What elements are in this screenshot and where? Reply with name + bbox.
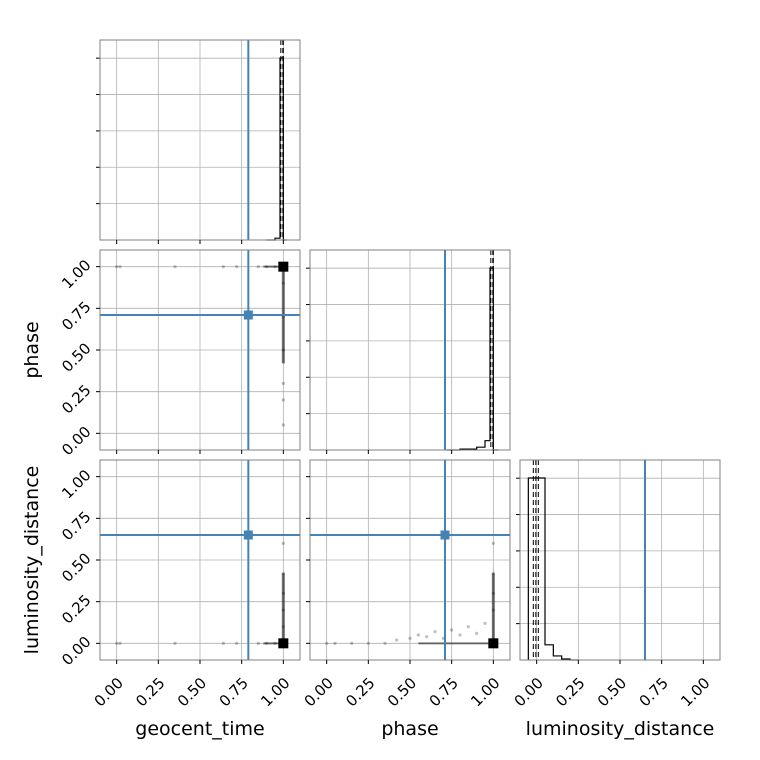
sample-point bbox=[366, 641, 370, 645]
sample-point bbox=[466, 625, 470, 629]
sample-point bbox=[281, 541, 285, 545]
x-tick-label: 0.25 bbox=[132, 674, 168, 710]
panel-phase-phase bbox=[306, 249, 511, 454]
sample-point bbox=[281, 381, 285, 385]
y-axis-title-phase: phase bbox=[21, 321, 43, 378]
x-tick-label: 0.25 bbox=[552, 674, 588, 710]
sample-point bbox=[350, 641, 354, 645]
sample-point bbox=[173, 641, 177, 645]
sample-point bbox=[475, 631, 479, 635]
panel-luminosity_distance-phase: 0.00 0.25 0.50 0.75 1.00 bbox=[301, 459, 511, 710]
panel-geocent_time-geocent_time bbox=[96, 39, 301, 244]
x-tick-label: 0.75 bbox=[216, 674, 252, 710]
y-tick-label: 0.25 bbox=[58, 591, 94, 627]
x-tick-label: 0.75 bbox=[636, 674, 672, 710]
posterior-peak-marker bbox=[278, 638, 289, 649]
truth-marker bbox=[243, 310, 253, 320]
sample-point bbox=[333, 641, 337, 645]
sample-point bbox=[383, 641, 387, 645]
sample-point bbox=[115, 641, 119, 645]
sample-point bbox=[281, 423, 285, 427]
x-axis-title-geocent-time: geocent_time bbox=[135, 718, 264, 740]
y-tick-label: 0.75 bbox=[58, 298, 94, 334]
sample-point bbox=[433, 630, 437, 634]
y-tick-label: 1.00 bbox=[58, 256, 94, 292]
sample-point bbox=[235, 265, 239, 269]
x-tick-label: 0.75 bbox=[426, 674, 462, 710]
sample-point bbox=[325, 641, 329, 645]
y-tick-label: 0.50 bbox=[58, 339, 94, 375]
x-tick-label: 0.00 bbox=[511, 674, 547, 710]
sample-point bbox=[221, 641, 225, 645]
sample-point bbox=[483, 621, 487, 625]
x-axis-title-luminosity-distance: luminosity_distance bbox=[526, 718, 715, 740]
panel-luminosity_distance-luminosity_distance: 0.00 0.25 0.50 0.75 1.00 bbox=[511, 459, 721, 710]
y-tick-label: 0.25 bbox=[58, 381, 94, 417]
posterior-peak-marker bbox=[278, 261, 289, 272]
y-axis-title-luminosity-distance: luminosity_distance bbox=[21, 466, 43, 655]
x-tick-label: 0.00 bbox=[301, 674, 337, 710]
sample-point bbox=[256, 265, 260, 269]
sample-point bbox=[235, 641, 239, 645]
y-tick-label: 0.50 bbox=[58, 549, 94, 585]
y-tick-label: 1.00 bbox=[58, 466, 94, 502]
sample-point bbox=[118, 641, 122, 645]
panel-luminosity_distance-geocent_time: 0.00 0.25 0.50 0.75 1.000.000.250.500.751.00 bbox=[58, 459, 301, 710]
x-tick-label: 0.25 bbox=[342, 674, 378, 710]
truth-marker bbox=[243, 530, 253, 540]
sample-point bbox=[221, 265, 225, 269]
sample-point bbox=[173, 265, 177, 269]
sample-point bbox=[416, 633, 420, 637]
sample-point bbox=[281, 398, 285, 402]
sample-point bbox=[491, 541, 495, 545]
x-tick-label: 1.00 bbox=[257, 674, 293, 710]
x-tick-label: 0.50 bbox=[174, 674, 210, 710]
truth-marker bbox=[440, 530, 450, 540]
sample-point bbox=[408, 636, 412, 640]
x-axis-title-phase: phase bbox=[381, 718, 438, 740]
sample-point bbox=[425, 635, 429, 639]
y-tick-label: 0.00 bbox=[58, 423, 94, 459]
x-tick-label: 1.00 bbox=[677, 674, 713, 710]
y-tick-label: 0.75 bbox=[58, 508, 94, 544]
x-tick-label: 1.00 bbox=[467, 674, 503, 710]
sample-point bbox=[256, 641, 260, 645]
sample-point bbox=[395, 638, 399, 642]
x-tick-label: 0.00 bbox=[91, 674, 127, 710]
sample-point bbox=[118, 265, 122, 269]
y-tick-label: 0.00 bbox=[58, 633, 94, 669]
sample-point bbox=[458, 633, 462, 637]
histogram-luminosity_distance bbox=[527, 477, 579, 661]
panel-phase-geocent_time: 0.00 0.25 0.50 0.75 1.00 bbox=[58, 249, 301, 459]
sample-point bbox=[115, 265, 119, 269]
x-tick-label: 0.50 bbox=[594, 674, 630, 710]
posterior-peak-marker bbox=[488, 638, 499, 649]
sample-point bbox=[450, 628, 454, 632]
x-tick-label: 0.50 bbox=[384, 674, 420, 710]
